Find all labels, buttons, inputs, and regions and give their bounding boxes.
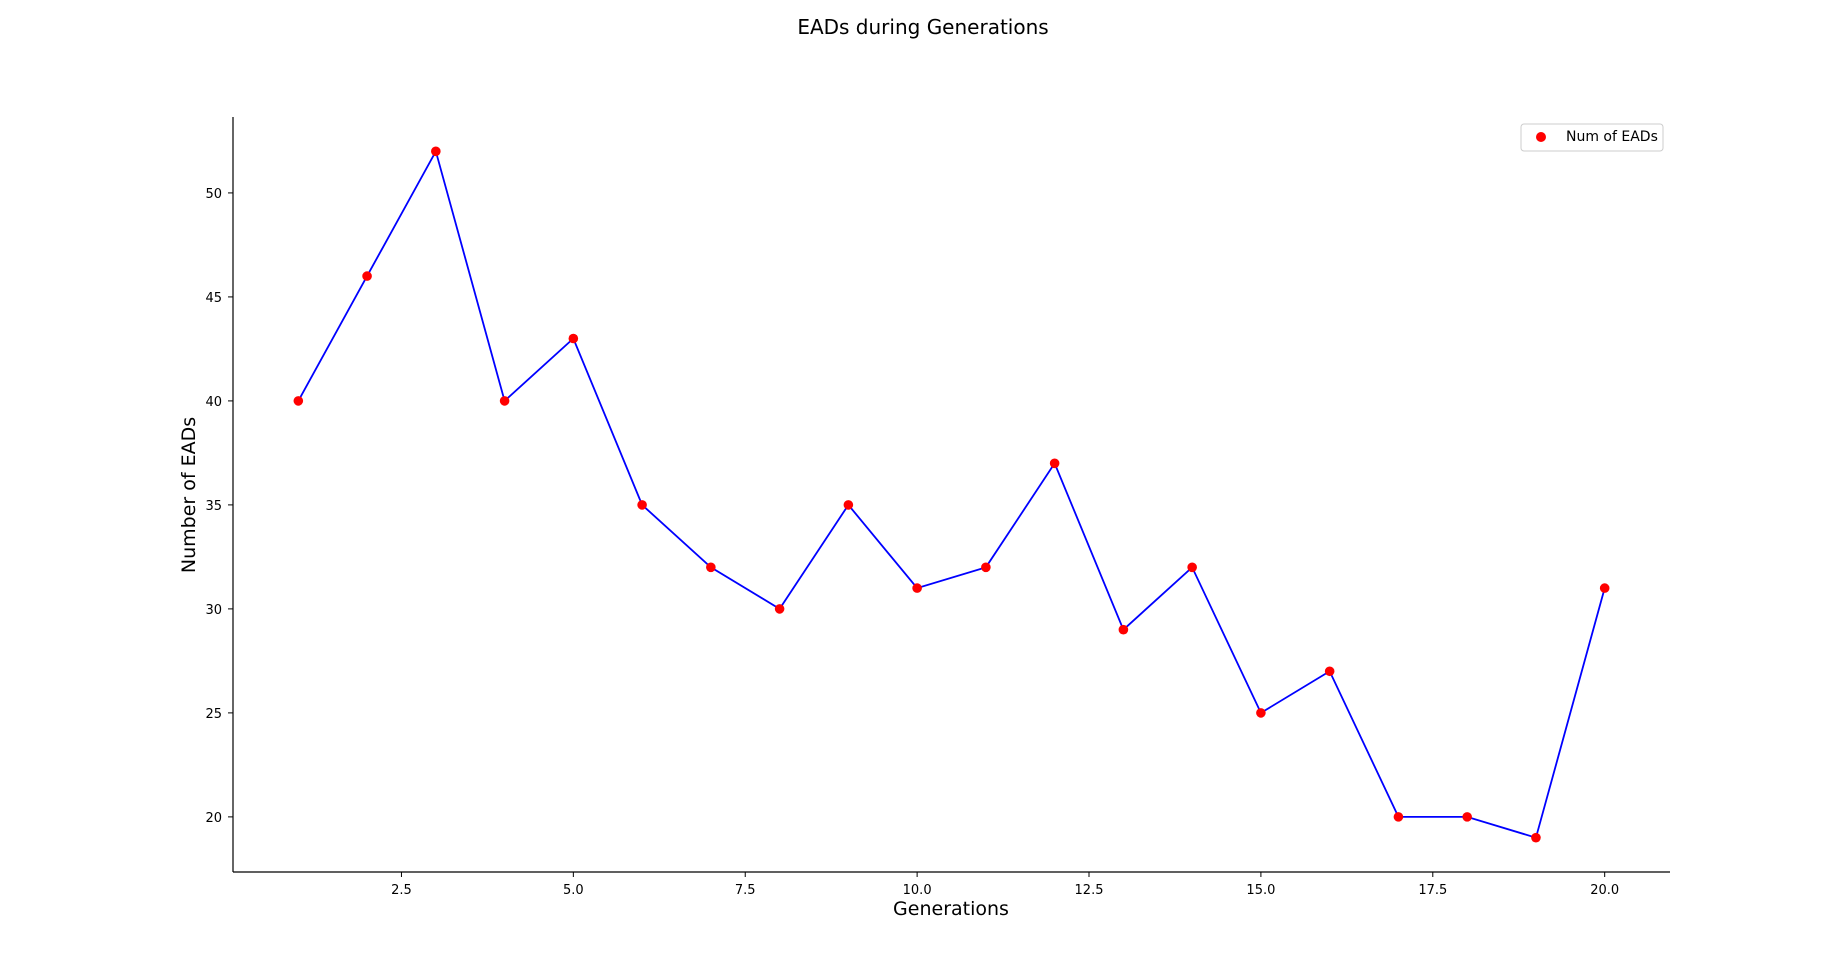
chart-title: EADs during Generations: [797, 15, 1048, 39]
data-point: [637, 500, 647, 510]
data-point: [1049, 458, 1060, 469]
data-point: [1187, 562, 1197, 573]
y-tick-label: 40: [205, 395, 222, 410]
legend-label: Num of EADs: [1566, 129, 1658, 145]
data-point: [1324, 666, 1335, 677]
y-tick-label: 35: [205, 499, 222, 514]
legend-box: [1520, 123, 1664, 152]
data-point: [912, 583, 922, 593]
data-point: [1599, 583, 1610, 593]
data-point: [774, 604, 785, 614]
y-tick-label: 50: [205, 187, 222, 202]
x-tick-label: 7.5: [735, 883, 756, 898]
data-point: [1531, 832, 1541, 843]
data-point: [499, 396, 510, 406]
series-line-layer: [297, 148, 1606, 839]
data-point: [293, 396, 304, 406]
x-tick-label: 20.0: [1590, 883, 1619, 898]
data-point: [1118, 624, 1129, 635]
data-point: [981, 562, 991, 573]
y-tick-label: 25: [205, 707, 222, 722]
series-points-layer: [293, 146, 1610, 843]
y-tick-label: 45: [205, 291, 222, 306]
y-axis-ticks: 20 25 30 35 40 45 50: [205, 187, 233, 826]
data-point: [1393, 812, 1404, 822]
data-point: [568, 333, 579, 344]
y-tick-label: 20: [205, 811, 222, 826]
data-point: [843, 500, 854, 510]
axes: [232, 117, 1670, 873]
series-line: [297, 148, 1606, 839]
x-tick-label: 17.5: [1418, 883, 1447, 898]
x-tick-label: 5.0: [563, 883, 584, 898]
data-point: [362, 271, 372, 281]
y-tick-label: 30: [205, 603, 222, 618]
data-point: [1462, 812, 1472, 822]
x-tick-label: 12.5: [1075, 883, 1104, 898]
x-axis-label: Generations: [893, 898, 1009, 920]
x-tick-label: 10.0: [903, 883, 932, 898]
x-tick-label: 2.5: [391, 883, 412, 898]
data-point: [1256, 708, 1266, 718]
x-tick-label: 15.0: [1246, 883, 1275, 898]
legend-marker: [1536, 132, 1546, 142]
legend: Num of EADs: [1520, 123, 1664, 152]
data-point: [706, 562, 716, 573]
x-axis-ticks: 2.5 5.0 7.5 10.0 12.5 15.0 17.5 20.0: [391, 872, 1619, 898]
data-point: [431, 146, 441, 157]
y-axis-label: Number of EADs: [178, 417, 200, 573]
